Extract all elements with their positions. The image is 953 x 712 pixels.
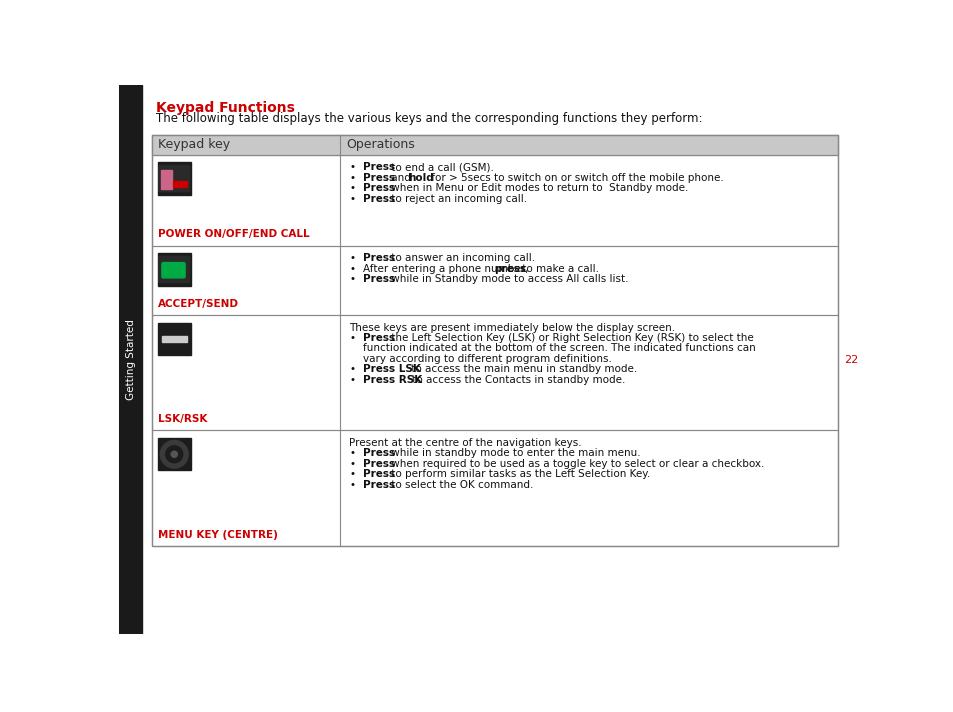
Text: •: • xyxy=(349,333,355,343)
Text: •: • xyxy=(349,375,355,384)
Text: and: and xyxy=(388,173,414,183)
Text: Press: Press xyxy=(363,183,395,193)
Text: Keypad key: Keypad key xyxy=(158,138,230,151)
Text: Press: Press xyxy=(363,449,395,459)
Text: while in standby mode to enter the main menu.: while in standby mode to enter the main … xyxy=(388,449,640,459)
Text: •: • xyxy=(349,449,355,459)
Bar xyxy=(152,155,838,246)
Bar xyxy=(152,246,838,315)
Bar xyxy=(173,181,187,187)
Text: •: • xyxy=(349,183,355,193)
Bar xyxy=(161,170,172,189)
Text: Press RSK: Press RSK xyxy=(363,375,422,384)
Text: •: • xyxy=(349,253,355,263)
Text: Press: Press xyxy=(363,469,395,479)
Text: Press LSK: Press LSK xyxy=(363,364,421,375)
Text: while in Standby mode to access All calls list.: while in Standby mode to access All call… xyxy=(388,274,628,284)
Text: •: • xyxy=(349,459,355,469)
Text: •: • xyxy=(349,162,355,172)
Text: when in Menu or Edit modes to return to  Standby mode.: when in Menu or Edit modes to return to … xyxy=(388,183,688,193)
Text: Press: Press xyxy=(363,333,395,343)
Bar xyxy=(152,315,838,430)
Text: Getting Started: Getting Started xyxy=(126,319,135,400)
Circle shape xyxy=(171,451,177,457)
Bar xyxy=(119,85,142,634)
Text: vary according to different program definitions.: vary according to different program defi… xyxy=(363,354,612,364)
Bar xyxy=(162,337,187,342)
Text: LSK/RSK: LSK/RSK xyxy=(158,414,207,424)
Text: The following table displays the various keys and the corresponding functions th: The following table displays the various… xyxy=(156,112,702,125)
Text: to end a call (GSM).: to end a call (GSM). xyxy=(388,162,494,172)
FancyBboxPatch shape xyxy=(158,165,190,192)
Text: press: press xyxy=(494,263,526,273)
Text: function indicated at the bottom of the screen. The indicated functions can: function indicated at the bottom of the … xyxy=(363,343,756,353)
Text: Press: Press xyxy=(363,480,395,490)
Bar xyxy=(152,135,838,546)
Text: Press: Press xyxy=(363,274,395,284)
Bar xyxy=(158,253,191,286)
Text: ACCEPT/SEND: ACCEPT/SEND xyxy=(158,299,239,309)
Text: POWER ON/OFF/END CALL: POWER ON/OFF/END CALL xyxy=(158,229,310,239)
Text: •: • xyxy=(349,173,355,183)
Text: 22: 22 xyxy=(842,355,857,365)
Text: hold: hold xyxy=(408,173,434,183)
Circle shape xyxy=(166,446,183,463)
Text: to make a call.: to make a call. xyxy=(518,263,598,273)
Text: to access the main menu in standby mode.: to access the main menu in standby mode. xyxy=(408,364,637,375)
Text: Present at the centre of the navigation keys.: Present at the centre of the navigation … xyxy=(349,438,581,448)
Text: Press: Press xyxy=(363,173,395,183)
Text: •: • xyxy=(349,263,355,273)
FancyBboxPatch shape xyxy=(158,256,190,283)
Text: Keypad Functions: Keypad Functions xyxy=(156,101,295,115)
Text: to reject an incoming call.: to reject an incoming call. xyxy=(388,194,527,204)
FancyBboxPatch shape xyxy=(162,263,185,278)
Text: After entering a phone number,: After entering a phone number, xyxy=(363,263,532,273)
Text: Press: Press xyxy=(363,162,395,172)
Bar xyxy=(158,438,191,471)
Text: Operations: Operations xyxy=(346,138,415,151)
Text: •: • xyxy=(349,364,355,375)
Text: to select the OK command.: to select the OK command. xyxy=(388,480,533,490)
Bar xyxy=(152,430,838,546)
Bar xyxy=(158,162,191,195)
Text: •: • xyxy=(349,194,355,204)
Bar xyxy=(158,323,191,355)
Text: Press: Press xyxy=(363,459,395,469)
Text: for > 5secs to switch on or switch off the mobile phone.: for > 5secs to switch on or switch off t… xyxy=(428,173,723,183)
Text: to answer an incoming call.: to answer an incoming call. xyxy=(388,253,535,263)
Text: •: • xyxy=(349,274,355,284)
Text: Press: Press xyxy=(363,253,395,263)
Text: to perform similar tasks as the Left Selection Key.: to perform similar tasks as the Left Sel… xyxy=(388,469,650,479)
Circle shape xyxy=(160,441,188,468)
Text: Press: Press xyxy=(363,194,395,204)
Bar xyxy=(152,135,838,155)
Text: MENU KEY (CENTRE): MENU KEY (CENTRE) xyxy=(158,530,277,540)
Text: •: • xyxy=(349,480,355,490)
Text: to access the Contacts in standby mode.: to access the Contacts in standby mode. xyxy=(409,375,625,384)
Text: when required to be used as a toggle key to select or clear a checkbox.: when required to be used as a toggle key… xyxy=(388,459,764,469)
Text: the Left Selection Key (LSK) or Right Selection Key (RSK) to select the: the Left Selection Key (LSK) or Right Se… xyxy=(388,333,753,343)
Text: •: • xyxy=(349,469,355,479)
Text: These keys are present immediately below the display screen.: These keys are present immediately below… xyxy=(349,323,675,333)
Bar xyxy=(152,135,838,155)
